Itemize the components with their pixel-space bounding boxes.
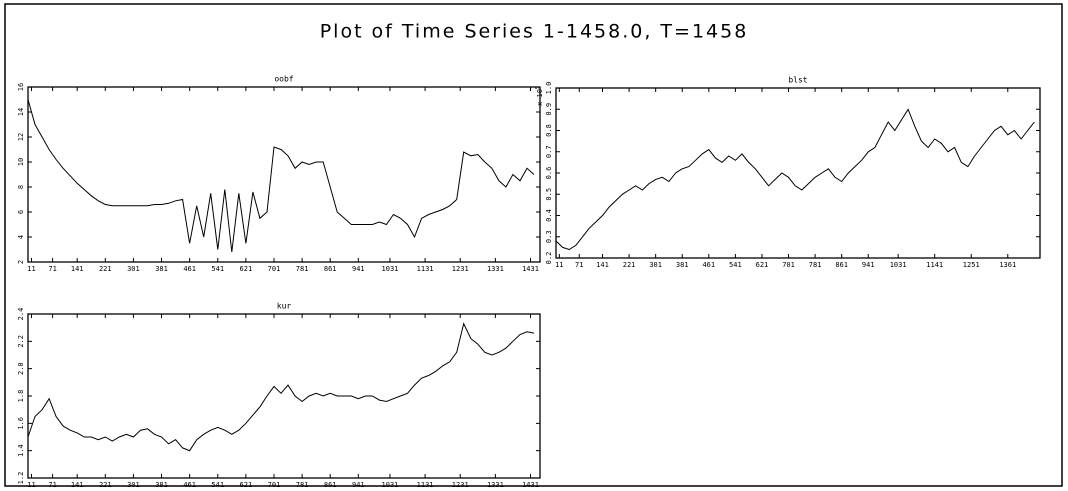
y-tick-label: 12 bbox=[17, 133, 25, 141]
x-tick-label: 71 bbox=[48, 481, 56, 489]
x-tick-label: 781 bbox=[809, 261, 822, 269]
x-tick-label: 1251 bbox=[963, 261, 980, 269]
y-tick-label: 14 bbox=[17, 108, 25, 116]
x-tick-label: 621 bbox=[240, 265, 253, 273]
y-tick-label: 2.0 bbox=[17, 362, 25, 375]
page-title: Plot of Time Series 1-1458.0, T=1458 bbox=[320, 21, 749, 43]
y-tick-label: 2.2 bbox=[17, 335, 25, 348]
y-unit-base: x 10 bbox=[536, 89, 544, 106]
x-tick-label: 1361 bbox=[999, 261, 1016, 269]
x-tick-label: 861 bbox=[324, 265, 337, 273]
plot-frame bbox=[555, 87, 1041, 259]
y-tick-label: 1.8 bbox=[17, 390, 25, 403]
x-tick-label: 701 bbox=[268, 265, 281, 273]
y-unit-exp: 5 bbox=[535, 86, 541, 89]
y-tick-label: 0.7 bbox=[545, 145, 553, 158]
x-tick-label: 701 bbox=[268, 481, 281, 489]
y-tick-label: 0.9 bbox=[545, 103, 553, 116]
x-tick-label: 1331 bbox=[487, 481, 504, 489]
x-tick-label: 71 bbox=[575, 261, 583, 269]
y-tick-label: 2 bbox=[17, 260, 25, 264]
x-tick-label: 861 bbox=[324, 481, 337, 489]
x-tick-label: 381 bbox=[155, 265, 168, 273]
y-tick-label: 1.0 bbox=[545, 82, 553, 95]
x-tick-label: 941 bbox=[352, 265, 365, 273]
x-tick-label: 141 bbox=[71, 481, 84, 489]
x-tick-label: 1231 bbox=[452, 481, 469, 489]
y-tick-label: 1.2 bbox=[17, 472, 25, 485]
y-tick-label: 0.2 bbox=[545, 252, 553, 265]
x-tick-label: 621 bbox=[240, 481, 253, 489]
x-tick-label: 781 bbox=[296, 481, 309, 489]
x-tick-label: 1131 bbox=[417, 481, 434, 489]
x-tick-label: 1031 bbox=[382, 481, 399, 489]
y-tick-label: 1.4 bbox=[17, 444, 25, 457]
x-tick-label: 941 bbox=[862, 261, 875, 269]
x-tick-label: 1431 bbox=[522, 265, 539, 273]
series-line bbox=[27, 322, 535, 452]
x-tick-label: 461 bbox=[183, 265, 196, 273]
y-tick-label: 4 bbox=[17, 235, 25, 239]
plot-frame bbox=[27, 86, 541, 263]
y-tick-label: 1.6 bbox=[17, 417, 25, 430]
x-tick-label: 541 bbox=[211, 265, 224, 273]
x-tick-label: 71 bbox=[48, 265, 56, 273]
y-tick-label: 0.5 bbox=[545, 188, 553, 201]
plot-frame bbox=[27, 313, 541, 479]
x-tick-label: 301 bbox=[127, 481, 140, 489]
x-tick-label: 461 bbox=[702, 261, 715, 269]
x-tick-label: 541 bbox=[729, 261, 742, 269]
x-tick-label: 701 bbox=[782, 261, 795, 269]
x-tick-label: 1431 bbox=[522, 481, 539, 489]
y-tick-label: 0.8 bbox=[545, 124, 553, 137]
x-tick-label: 221 bbox=[99, 481, 112, 489]
x-tick-label: 1031 bbox=[890, 261, 907, 269]
x-tick-label: 781 bbox=[296, 265, 309, 273]
x-tick-label: 11 bbox=[555, 261, 563, 269]
y-tick-label: 16 bbox=[17, 83, 25, 91]
outer-frame bbox=[4, 3, 1063, 487]
chart-title: oobf bbox=[274, 75, 293, 84]
x-tick-label: 301 bbox=[127, 265, 140, 273]
chart-title: kur bbox=[277, 302, 292, 311]
x-tick-label: 141 bbox=[596, 261, 609, 269]
x-tick-label: 381 bbox=[155, 481, 168, 489]
y-tick-label: 6 bbox=[17, 210, 25, 214]
x-tick-label: 301 bbox=[649, 261, 662, 269]
x-tick-label: 381 bbox=[676, 261, 689, 269]
x-tick-label: 541 bbox=[211, 481, 224, 489]
y-tick-label: 10 bbox=[17, 158, 25, 166]
y-tick-label: 0.3 bbox=[545, 230, 553, 243]
x-tick-label: 1131 bbox=[417, 265, 434, 273]
x-tick-label: 861 bbox=[835, 261, 848, 269]
x-tick-label: 1141 bbox=[926, 261, 943, 269]
x-tick-label: 11 bbox=[27, 481, 35, 489]
x-tick-label: 1331 bbox=[487, 265, 504, 273]
y-tick-label: 0.4 bbox=[545, 209, 553, 222]
y-tick-label: 8 bbox=[17, 185, 25, 189]
x-tick-label: 221 bbox=[623, 261, 636, 269]
y-unit: x 105 bbox=[535, 86, 545, 106]
chart-title: blst bbox=[788, 76, 807, 85]
x-tick-label: 221 bbox=[99, 265, 112, 273]
series-line bbox=[27, 99, 535, 253]
x-tick-label: 1031 bbox=[382, 265, 399, 273]
x-tick-label: 141 bbox=[71, 265, 84, 273]
x-tick-label: 621 bbox=[756, 261, 769, 269]
y-tick-label: 2.4 bbox=[17, 308, 25, 321]
y-tick-label: 0.6 bbox=[545, 167, 553, 180]
series-line bbox=[555, 108, 1035, 251]
x-tick-label: 11 bbox=[27, 265, 35, 273]
x-tick-label: 1231 bbox=[452, 265, 469, 273]
x-tick-label: 461 bbox=[183, 481, 196, 489]
x-tick-label: 941 bbox=[352, 481, 365, 489]
